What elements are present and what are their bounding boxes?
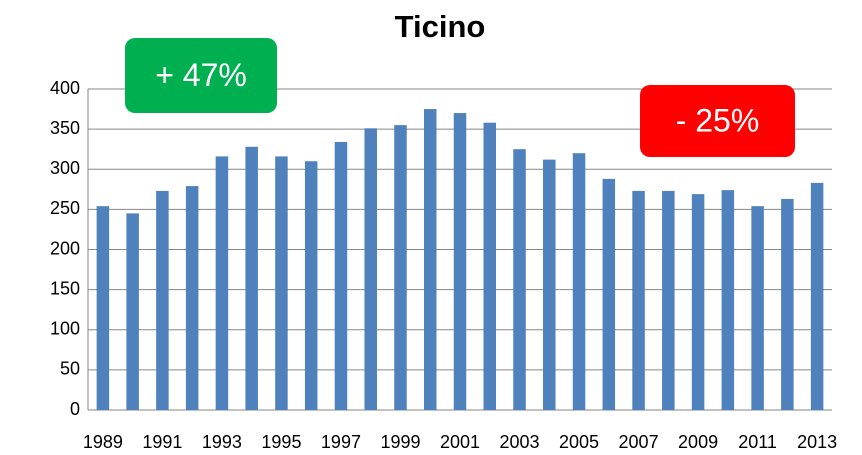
bar <box>632 190 645 410</box>
bar <box>543 159 556 410</box>
x-tick-label: 1989 <box>83 432 123 452</box>
bar <box>334 141 348 410</box>
x-tick-label: 1997 <box>321 432 361 452</box>
annotation-box <box>125 38 277 113</box>
y-tick-label: 200 <box>50 238 80 258</box>
x-tick-label: 1991 <box>142 432 182 452</box>
x-tick-label: 1995 <box>261 432 301 452</box>
y-tick-label: 400 <box>50 78 80 98</box>
annotation-box <box>640 85 795 157</box>
bar <box>245 146 258 410</box>
y-tick-label: 50 <box>60 359 80 379</box>
y-tick-label: 100 <box>50 319 80 339</box>
bar <box>751 206 764 410</box>
y-tick-label: 0 <box>70 399 80 419</box>
x-tick-label: 2003 <box>499 432 539 452</box>
bar <box>423 109 437 410</box>
y-tick-label: 300 <box>50 158 80 178</box>
bar <box>691 194 705 410</box>
bar <box>275 156 288 410</box>
x-tick-label: 1993 <box>202 432 242 452</box>
bar <box>513 149 526 410</box>
x-tick-label: 2007 <box>619 432 659 452</box>
bar <box>126 213 139 410</box>
bar <box>483 122 497 410</box>
bar <box>394 125 407 411</box>
bar <box>572 153 586 410</box>
bar <box>185 186 199 410</box>
x-tick-label: 2005 <box>559 432 599 452</box>
bar <box>156 190 169 410</box>
annotation-text: + 47% <box>155 57 247 93</box>
bar <box>304 161 318 410</box>
bar <box>810 182 824 410</box>
bar <box>453 113 467 410</box>
y-tick-label: 350 <box>50 118 80 138</box>
annotation-text: - 25% <box>676 102 760 138</box>
bar <box>721 190 735 410</box>
bar <box>602 178 616 410</box>
chart-title: Ticino <box>395 9 486 44</box>
bar <box>781 198 794 410</box>
x-tick-label: 2011 <box>738 432 777 452</box>
y-tick-label: 250 <box>50 198 80 218</box>
x-tick-label: 2013 <box>797 432 837 452</box>
x-tick-label: 1999 <box>380 432 420 452</box>
bar <box>96 206 110 410</box>
y-tick-label: 150 <box>50 278 80 298</box>
x-tick-label: 2001 <box>440 432 480 452</box>
bar <box>215 156 229 410</box>
x-tick-label: 2009 <box>678 432 718 452</box>
bar <box>364 128 377 410</box>
bar <box>662 190 675 410</box>
